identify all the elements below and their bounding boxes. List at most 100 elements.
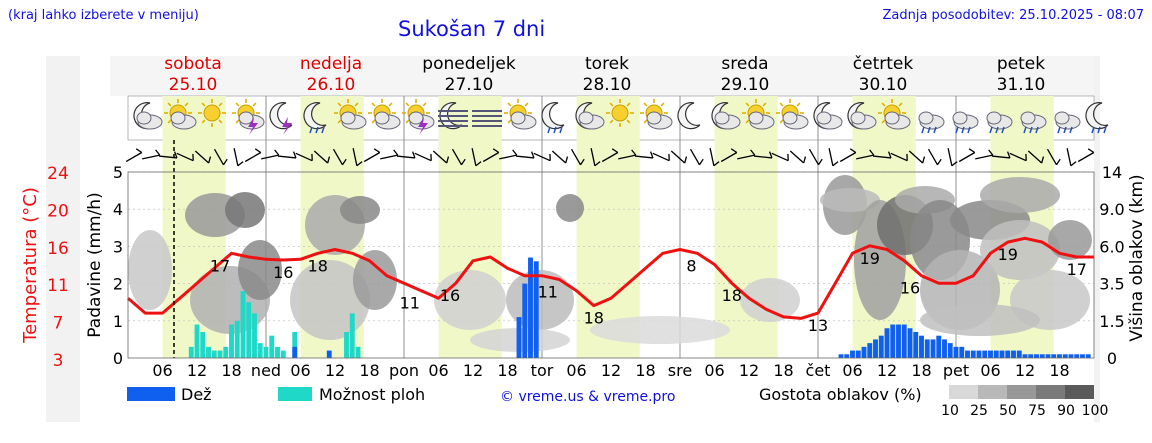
wind-barb: [244, 148, 262, 163]
precip-tick: 3: [113, 237, 123, 256]
x-tick-label: 18: [1049, 361, 1069, 380]
day-date-3: 28.10: [583, 75, 632, 95]
temp-tick: 24: [47, 164, 69, 184]
rain-bar: [1051, 354, 1057, 358]
wind-barb: [720, 148, 738, 163]
cloud-height-axis-label: Višina oblakov (km): [1127, 174, 1147, 341]
temperature-label: 8: [686, 256, 696, 275]
cloud-height-tick: 0: [1107, 349, 1117, 368]
wind-barb: [570, 148, 585, 166]
x-tick-label: 18: [911, 361, 931, 380]
showers-bar: [188, 346, 194, 358]
sun-cloud-icon: [368, 99, 401, 130]
density-swatch: [1007, 385, 1036, 399]
rain-bar: [1074, 354, 1080, 358]
day-date-2: 27.10: [445, 75, 494, 95]
wind-barb: [808, 148, 823, 166]
rain-bar: [1034, 354, 1039, 358]
rain-bar: [1057, 354, 1062, 358]
credit-text: © vreme.us & vreme.pro: [500, 389, 675, 405]
cloud-rain-icon: [1054, 111, 1081, 134]
sun-cloud-icon: [742, 99, 775, 130]
density-tick: 25: [970, 403, 988, 419]
legend-rain-label: Dež: [181, 385, 212, 404]
rain-bar: [942, 339, 947, 358]
moon-rain-icon: [303, 102, 327, 134]
cloud-height-tick: 6.0: [1099, 237, 1124, 256]
day-name-1: nedelja: [300, 54, 362, 74]
legend-cloud-density-label: Gostota oblakov (%): [759, 385, 922, 404]
wind-barb: [689, 148, 704, 166]
rain-bar: [924, 339, 930, 358]
wind-barb: [789, 150, 807, 164]
precip-tick: 2: [113, 275, 123, 294]
rain-bar: [878, 335, 884, 358]
showers-bar: [275, 346, 280, 358]
precip-tick: 0: [113, 349, 123, 368]
showers-bar: [269, 335, 275, 358]
showers-bar: [229, 324, 234, 358]
density-tick: 50: [999, 403, 1017, 419]
cloud-rain-icon: [918, 111, 945, 134]
x-tick-label: tor: [531, 361, 554, 380]
temperature-label: 11: [400, 294, 420, 313]
wind-barb: [601, 148, 619, 163]
rain-bar: [913, 331, 919, 358]
wind-barb: [1077, 148, 1095, 163]
day-name-5: četrtek: [853, 54, 914, 74]
moon-cloud-icon: [575, 102, 605, 130]
temperature-label: 13: [808, 316, 828, 335]
day-date-5: 30.10: [859, 75, 908, 95]
x-tick-label: 06: [566, 361, 586, 380]
cloud-height-tick: 1.5: [1099, 312, 1124, 331]
wind-barb: [890, 152, 908, 162]
wind-barb: [142, 149, 161, 160]
showers-bar: [252, 313, 257, 358]
page-title: Sukošan 7 dni: [398, 17, 546, 41]
showers-bar: [344, 331, 349, 358]
rain-bar: [1005, 350, 1011, 358]
rain-bar: [1028, 354, 1034, 358]
rain-bar: [1039, 354, 1045, 358]
cloud-rain-icon: [1020, 111, 1047, 134]
wind-barb: [313, 150, 331, 164]
showers-bar: [246, 302, 252, 358]
moon-cloud-icon: [847, 102, 877, 130]
temperature-label: 19: [998, 245, 1018, 264]
day-date-0: 25.10: [169, 75, 218, 95]
wind-barb: [176, 152, 194, 162]
rain-bar: [1022, 354, 1028, 358]
sun-cloud-icon: [334, 99, 367, 130]
cloud-density-blob: [590, 316, 730, 344]
x-tick-label: 12: [601, 361, 621, 380]
rain-bar: [930, 339, 936, 358]
rain-bar: [993, 350, 999, 358]
wind-barb: [515, 151, 535, 159]
sun-cloud-icon: [504, 99, 537, 130]
day-name-3: torek: [585, 54, 629, 74]
showers-bar: [206, 346, 211, 358]
rain-bar: [867, 343, 873, 358]
cloud-density-blob: [740, 278, 800, 322]
x-tick-label: pon: [389, 361, 419, 380]
wind-barb: [295, 152, 313, 162]
rain-bar: [1062, 354, 1068, 358]
x-tick-label: ned: [251, 361, 281, 380]
wind-barb: [618, 149, 637, 160]
showers-bar: [200, 331, 206, 358]
rain-bar: [919, 335, 924, 358]
cloud-density-blob: [820, 188, 880, 212]
cloud-density-blob: [980, 177, 1060, 213]
rain-bar: [896, 324, 901, 358]
wind-barb: [1046, 148, 1061, 166]
rain-bar: [528, 257, 533, 358]
plot-frame: [127, 171, 1095, 359]
density-swatch: [1065, 385, 1094, 399]
wind-barb: [396, 151, 416, 159]
rain-bar: [999, 350, 1005, 358]
rain-bar: [965, 350, 970, 358]
rain-bar: [292, 346, 298, 358]
sun-cloud-icon: [640, 99, 673, 130]
showers-bar: [240, 291, 246, 358]
wind-barb: [432, 150, 450, 164]
